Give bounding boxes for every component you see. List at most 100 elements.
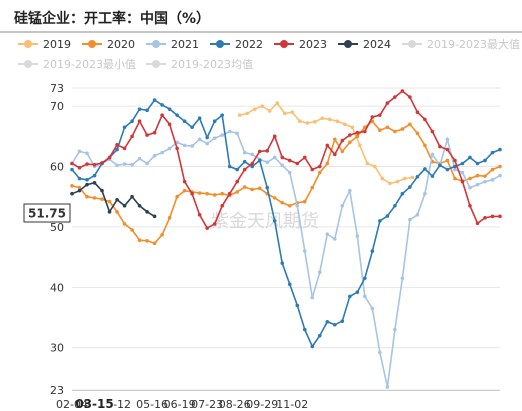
- data-point: [312, 120, 317, 124]
- data-point: [393, 327, 397, 332]
- series-line: [239, 101, 413, 185]
- data-point: [490, 167, 495, 172]
- data-point: [305, 121, 310, 125]
- data-point: [205, 135, 209, 140]
- legend-item[interactable]: 2024: [338, 38, 391, 51]
- data-point: [370, 306, 375, 311]
- data-point: [257, 158, 262, 163]
- data-point: [272, 196, 277, 200]
- data-point: [152, 241, 157, 246]
- last-value-box: [23, 203, 71, 223]
- data-point: [107, 210, 112, 214]
- data-point: [287, 203, 292, 208]
- data-point: [468, 155, 472, 160]
- legend-item[interactable]: 2020: [82, 38, 135, 51]
- data-point: [152, 98, 157, 102]
- chart-title: 硅锰企业：开工率：中国（%）: [14, 11, 211, 27]
- data-point: [415, 110, 420, 114]
- legend-item[interactable]: 2019: [18, 38, 71, 51]
- data-point: [400, 89, 405, 93]
- series-line: [71, 89, 500, 230]
- data-point: [205, 226, 209, 230]
- data-point: [257, 186, 262, 191]
- data-point: [295, 303, 300, 308]
- data-point: [137, 156, 142, 161]
- data-point: [348, 294, 352, 299]
- data-point: [145, 239, 149, 243]
- data-point: [317, 170, 322, 175]
- data-point: [333, 237, 337, 241]
- y-tick-label: 73: [50, 82, 64, 95]
- series-2020: [70, 119, 502, 246]
- watermark: 紫金天风期货: [211, 211, 319, 232]
- y-tick-label: 30: [50, 342, 64, 355]
- data-point: [227, 129, 232, 134]
- data-point: [287, 158, 292, 163]
- data-point: [92, 181, 97, 185]
- data-point: [92, 196, 97, 200]
- data-point: [280, 155, 285, 160]
- data-point: [363, 129, 367, 134]
- data-point: [280, 163, 285, 168]
- legend-item[interactable]: 2019-2023最小值: [18, 58, 136, 71]
- legend-item[interactable]: 2021: [146, 38, 199, 51]
- data-point: [370, 249, 375, 253]
- data-point: [373, 164, 377, 169]
- legend-label: 2019: [43, 38, 71, 51]
- data-point: [415, 174, 420, 179]
- data-point: [365, 161, 370, 166]
- data-point: [453, 158, 457, 163]
- data-point: [115, 163, 119, 168]
- data-point: [490, 178, 495, 182]
- data-point: [77, 185, 82, 190]
- data-point: [460, 170, 465, 175]
- data-point: [490, 214, 495, 219]
- data-point: [167, 216, 172, 220]
- data-point: [340, 149, 345, 154]
- data-point: [317, 270, 322, 275]
- data-point: [395, 179, 400, 184]
- data-point: [70, 191, 74, 196]
- data-point: [333, 137, 337, 142]
- legend-label: 2023: [299, 38, 327, 51]
- data-point: [363, 294, 367, 299]
- data-point: [378, 350, 382, 355]
- data-point: [265, 185, 270, 190]
- y-axis: 23 30 40 50 60 70 73: [50, 82, 64, 397]
- data-point: [145, 133, 149, 137]
- data-point: [320, 116, 325, 120]
- data-point: [130, 228, 134, 232]
- data-point: [385, 101, 390, 105]
- legend-item[interactable]: 2019-2023最大值: [402, 37, 520, 51]
- data-point: [242, 159, 247, 164]
- data-point: [182, 143, 187, 148]
- data-point: [85, 162, 89, 166]
- data-point: [100, 161, 104, 165]
- data-point: [310, 185, 315, 190]
- legend-item[interactable]: 2023: [274, 38, 327, 51]
- last-value-callout: 51.75: [23, 203, 71, 223]
- data-point: [410, 175, 415, 180]
- data-point: [355, 290, 360, 294]
- data-point: [302, 199, 307, 204]
- y-tick-label: 50: [50, 221, 64, 234]
- data-point: [70, 184, 74, 188]
- legend-item[interactable]: 2022: [210, 38, 263, 51]
- data-point: [77, 165, 82, 170]
- data-point: [160, 150, 164, 155]
- data-point: [498, 164, 502, 169]
- data-point: [257, 149, 262, 154]
- data-point: [408, 95, 412, 99]
- legend: 2019 2020 2021 2022 2023 2024 2019-2023最大值 2019…: [18, 37, 520, 71]
- x-tick-label: 03-15: [75, 397, 113, 411]
- data-point: [317, 333, 322, 338]
- data-point: [490, 150, 495, 155]
- legend-label: 2022: [235, 38, 263, 51]
- data-point: [328, 117, 332, 122]
- y-tick-label: 23: [50, 384, 64, 397]
- data-point: [122, 203, 127, 208]
- legend-item[interactable]: 2019-2023均值: [146, 58, 253, 71]
- data-point: [423, 191, 427, 196]
- data-point: [355, 130, 360, 135]
- data-point: [250, 152, 255, 157]
